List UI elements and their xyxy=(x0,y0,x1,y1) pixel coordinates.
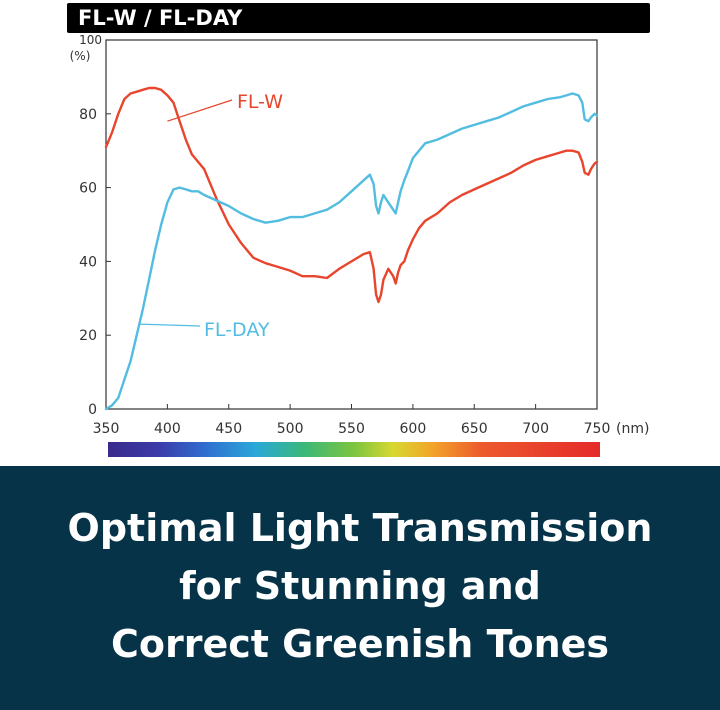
x-tick-label: 550 xyxy=(338,421,365,437)
spectrum-bar xyxy=(108,442,600,457)
y-axis-unit: (%) xyxy=(70,49,91,63)
x-tick-label: 400 xyxy=(154,421,181,437)
y-tick-label: 100 xyxy=(79,33,102,47)
transmission-chart: 0 20 40 60 80 100 (%) 350 400 450 500 550 600 650 700 7… xyxy=(67,3,650,457)
x-axis-unit: (nm) xyxy=(616,421,649,437)
caption-line-1: Optimal Light Transmission xyxy=(67,506,653,550)
series-line-fl-day xyxy=(104,92,599,411)
plot-frame xyxy=(105,39,598,410)
chart-svg: 0 20 40 60 80 100 (%) 350 400 450 500 550 600 650 700 7… xyxy=(70,33,649,457)
x-tick-label: 700 xyxy=(522,421,549,437)
y-tick-label: 60 xyxy=(79,181,97,197)
caption-banner: Optimal Light Transmission for Stunning … xyxy=(0,466,720,710)
series-label-fl-day: FL-DAY xyxy=(204,319,270,341)
x-tick-label: 650 xyxy=(461,421,488,437)
series-label-fl-w: FL-W xyxy=(237,91,283,113)
x-tick-label: 600 xyxy=(400,421,427,437)
x-tick-label: 500 xyxy=(277,421,304,437)
series-leader-fl-day xyxy=(140,323,201,327)
chart-header-bar xyxy=(67,3,650,33)
series-leader-fl-w xyxy=(167,99,233,122)
x-tick-label: 750 xyxy=(584,421,611,437)
x-tick-label: 350 xyxy=(93,421,120,437)
x-tick-label: 450 xyxy=(215,421,242,437)
series-line-fl-w xyxy=(104,86,599,304)
caption-line-3: Correct Greenish Tones xyxy=(110,622,610,666)
y-tick-label: 80 xyxy=(79,107,97,123)
chart-title: FL-W / FL-DAY xyxy=(78,6,243,30)
caption-text: Optimal Light Transmission for Stunning … xyxy=(68,499,653,677)
y-tick-label: 0 xyxy=(88,402,97,418)
y-tick-label: 40 xyxy=(79,254,97,270)
caption-line-2: for Stunning and xyxy=(179,564,541,608)
y-tick-label: 20 xyxy=(79,328,97,344)
